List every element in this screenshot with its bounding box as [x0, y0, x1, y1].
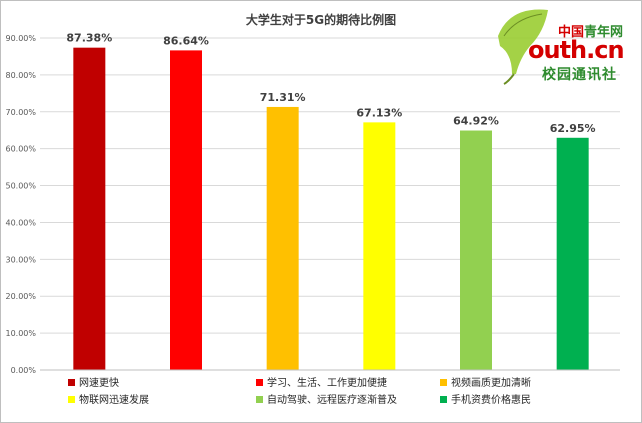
data-label: 62.95%	[550, 122, 596, 135]
y-tick-label: 60.00%	[5, 145, 36, 154]
data-label: 87.38%	[66, 32, 112, 45]
y-tick-label: 90.00%	[5, 34, 36, 43]
y-tick-label: 40.00%	[5, 218, 36, 227]
legend-swatch	[440, 396, 447, 403]
data-label: 86.64%	[163, 34, 209, 47]
legend-swatch	[68, 379, 75, 386]
bar	[266, 106, 299, 370]
y-tick-label: 70.00%	[5, 108, 36, 117]
chart-title: 大学生对于5G的期待比例图	[246, 12, 396, 27]
data-labels: 87.38% 86.64% 71.31% 67.13% 64.92% 62.95%	[66, 32, 595, 135]
legend-label: 物联网迅速发展	[79, 393, 149, 406]
legend-label: 自动驾驶、远程医疗逐渐普及	[267, 393, 397, 406]
legend-swatch	[256, 379, 263, 386]
watermark-subtitle: 校园通讯社	[542, 67, 617, 83]
y-axis-ticks: 0.00% 10.00% 20.00% 30.00% 40.00% 50.00% 60.00…	[5, 34, 36, 375]
data-label: 71.31%	[260, 91, 306, 104]
legend-swatch	[68, 396, 75, 403]
legend-swatch	[440, 379, 447, 386]
y-tick-label: 80.00%	[5, 71, 36, 80]
bar	[460, 130, 492, 370]
legend-label: 手机资费价格惠民	[451, 393, 531, 406]
bars	[73, 47, 589, 371]
data-label: 64.92%	[453, 115, 499, 128]
y-tick-label: 10.00%	[5, 329, 36, 338]
legend-label: 学习、生活、工作更加便捷	[267, 376, 387, 389]
y-tick-label: 0.00%	[11, 366, 37, 375]
watermark-brand-red: 中国	[558, 25, 585, 40]
legend-swatch	[256, 396, 263, 403]
watermark-brand: 中国青年网	[558, 21, 623, 40]
bar	[556, 137, 589, 370]
y-tick-label: 30.00%	[5, 255, 36, 264]
bar	[363, 122, 396, 370]
legend-label: 网速更快	[79, 377, 119, 389]
watermark-domain: outh.cn	[528, 36, 625, 64]
y-tick-label: 20.00%	[5, 292, 36, 301]
ginkgo-leaf-icon	[498, 9, 548, 85]
data-label: 67.13%	[356, 106, 402, 119]
watermark-logo: 中国青年网 outh.cn 校园通讯社	[490, 6, 640, 86]
gridlines	[40, 37, 620, 334]
bar	[73, 47, 106, 371]
y-tick-label: 50.00%	[5, 182, 36, 191]
watermark-brand-green: 青年网	[584, 25, 624, 40]
legend-label: 视频画质更加清晰	[451, 376, 531, 389]
bar	[170, 50, 202, 371]
